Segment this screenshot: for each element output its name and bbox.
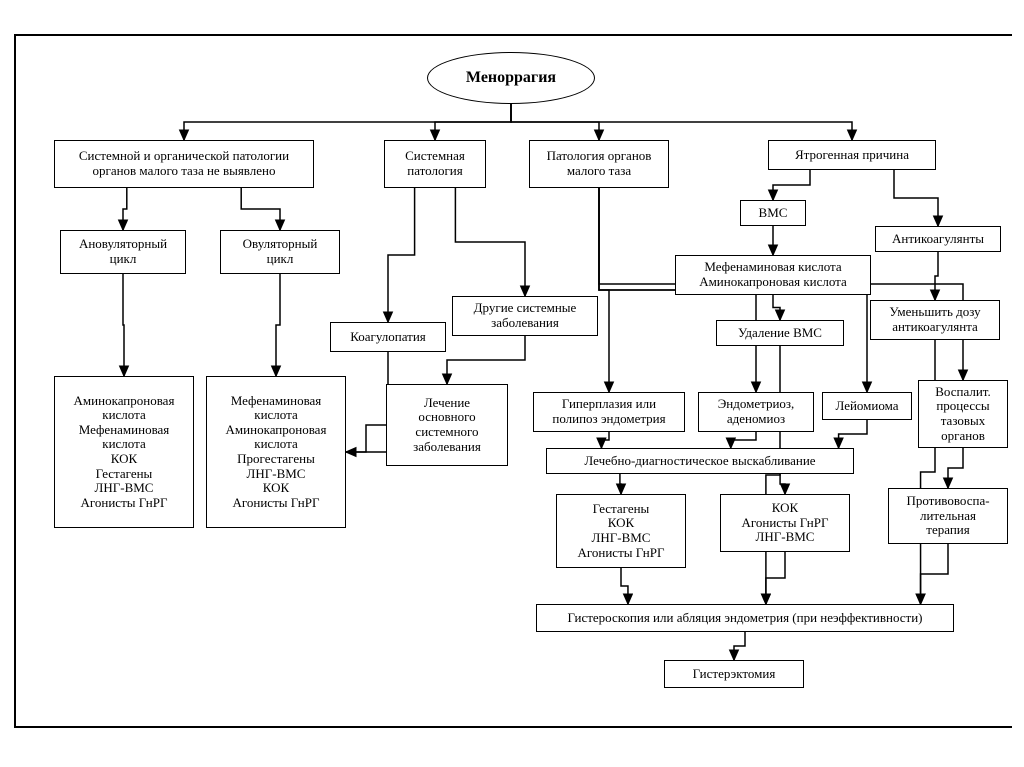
node-tx1: АминокапроноваякислотаМефенаминоваякисло… [54,376,194,528]
node-tx3: ГестагеныКОКЛНГ-ВМСАгонисты ГнРГ [556,494,686,568]
node-ovul: Овуляторныйцикл [220,230,340,274]
edge-sysPath-coag [388,188,415,322]
edge-iatr-vms [773,170,810,200]
node-anticoag: Антикоагулянты [875,226,1001,252]
node-remVMS: Удаление ВМС [716,320,844,346]
node-vms: ВМС [740,200,806,226]
edge-ovul-tx2 [276,274,280,376]
edge-root-sysPath [435,104,511,140]
node-hyster: Гистерэктомия [664,660,804,688]
node-sysPath: Системнаяпатология [384,140,486,188]
node-otherSys: Другие системныезаболевания [452,296,598,336]
node-reduceAC: Уменьшить дозуантикоагулянта [870,300,1000,340]
edge-otherSys-txSys [447,336,525,384]
node-antiinf: Противовоспа-лительнаятерапия [888,488,1008,544]
node-mefAmin: Мефенаминовая кислотаАминокапроновая кис… [675,255,871,295]
edge-noPath-ovul [241,188,280,230]
edge-ablat-hyster [734,632,745,660]
node-anov: Ановуляторныйцикл [60,230,186,274]
node-endo: Эндометриоз,аденомиоз [698,392,814,432]
edge-anticoag-reduceAC [935,252,938,300]
node-inflam: Воспалит.процессытазовыхорганов [918,380,1008,448]
edge-txSys-tx2 [346,425,386,452]
node-ablat: Гистероскопия или абляция эндометрия (пр… [536,604,954,632]
edge-tx3-ablat [621,568,628,604]
edge-curet-tx3 [620,474,621,494]
node-tx4: КОКАгонисты ГнРГЛНГ-ВМС [720,494,850,552]
edge-sysPath-otherSys [455,188,525,296]
node-root: Меноррагия [427,52,595,104]
node-coag: Коагулопатия [330,322,446,352]
edge-iatr-anticoag [894,170,938,226]
node-txSys: Лечениеосновногосистемногозаболевания [386,384,508,466]
edge-endo-curet [731,432,756,448]
edge-hyper-curet [601,432,609,448]
edge-root-iatr [511,104,852,140]
node-iatr: Ятрогенная причина [768,140,936,170]
edge-tx4-ablat [766,552,785,604]
edge-mefAmin-remVMS [773,295,780,320]
node-leio: Лейомиома [822,392,912,420]
node-hyper: Гиперплазия илиполипоз эндометрия [533,392,685,432]
edge-curet-tx4 [780,474,785,494]
node-noPath: Системной и органической патологииоргано… [54,140,314,188]
node-curet: Лечебно-диагностическое выскабливание [546,448,854,474]
node-pelvPath: Патология органовмалого таза [529,140,669,188]
edge-anov-tx1 [123,274,124,376]
diagram-stage: Меноррагия Системной и органической патол… [0,0,1024,767]
edge-noPath-anov [123,188,127,230]
edge-coag-tx2 [346,352,388,452]
edge-inflam-antiinf [948,448,963,488]
edge-remVMS-ablat [766,346,780,604]
edge-leio-curet [839,420,867,448]
edge-antiinf-ablat [921,544,948,604]
node-tx2: МефенаминоваякислотаАминокапроноваякисло… [206,376,346,528]
